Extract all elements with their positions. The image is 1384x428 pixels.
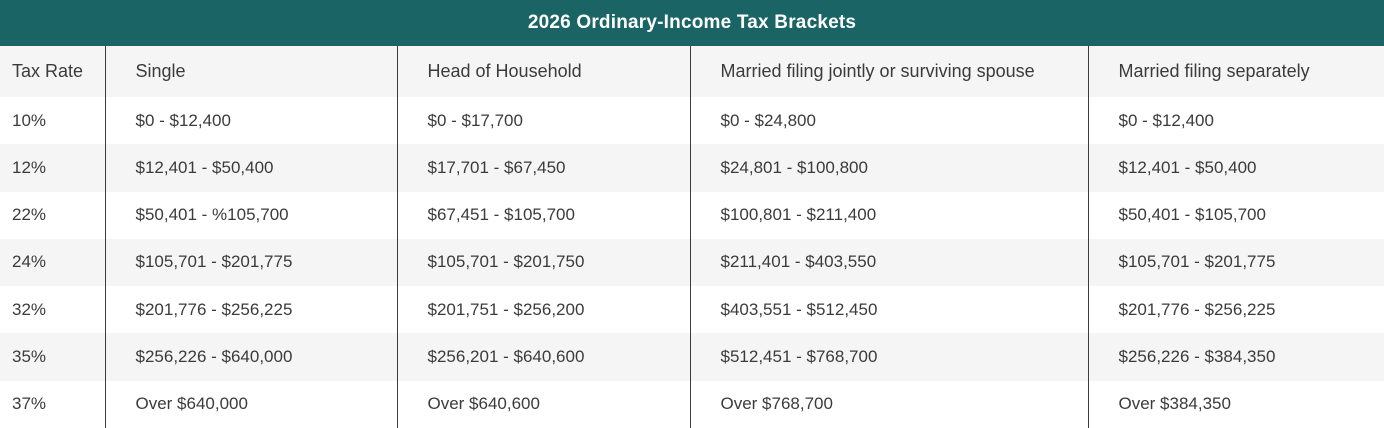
bracket-range-cell: $12,401 - $50,400 — [1087, 144, 1384, 192]
tax-rate-cell: 24% — [12, 252, 47, 272]
tax-rate-cell: 37% — [12, 394, 47, 414]
bracket-range-cell: $256,201 - $640,600 — [396, 333, 690, 381]
bracket-range-cell: $12,401 - $50,400 — [104, 144, 397, 192]
bracket-range-cell: $201,776 - $256,225 — [1087, 286, 1384, 334]
bracket-range-cell: $256,226 - $384,350 — [1087, 333, 1384, 381]
table-row-10: 10% $0 - $12,400 $0 - $17,700 $0 - $24,800 $… — [0, 97, 1384, 145]
table-row-35: 35% $256,226 - $640,000 $256,201 - $640,60… — [0, 333, 1384, 381]
bracket-range-cell: $0 - $17,700 — [396, 97, 690, 145]
tax-rate-cell: 35% — [12, 347, 47, 367]
bracket-range-cell: $0 - $24,800 — [689, 97, 1088, 145]
column-header-married-filing-separately: Married filing separately — [1087, 46, 1384, 97]
column-header-single: Single — [104, 46, 397, 97]
bracket-range-cell: $512,451 - $768,700 — [689, 333, 1088, 381]
table-row-32: 32% $201,776 - $256,225 $201,751 - $256,20… — [0, 286, 1384, 334]
column-header-married-filing-jointly-or-surviving-spouse: Married filing jointly or surviving spou… — [689, 46, 1088, 97]
bracket-range-cell: $0 - $12,400 — [104, 97, 397, 145]
bracket-range-cell: Over $640,600 — [396, 380, 690, 428]
tax-rate-cell: 10% — [12, 110, 47, 130]
table-row-22: 22% $50,401 - %105,700 $67,451 - $105,700 $… — [0, 191, 1384, 239]
bracket-range-cell: $211,401 - $403,550 — [689, 238, 1088, 287]
tax-rate-cell: 22% — [12, 205, 47, 225]
column-header-tax-rate: Tax Rate — [12, 61, 84, 81]
bracket-range-cell: $0 - $12,400 — [1087, 97, 1384, 145]
bracket-range-cell: $403,551 - $512,450 — [689, 286, 1088, 334]
bracket-range-cell: $100,801 - $211,400 — [689, 191, 1088, 239]
bracket-range-cell: $17,701 - $67,450 — [396, 144, 690, 192]
bracket-range-cell: $24,801 - $100,800 — [689, 144, 1088, 192]
bracket-range-cell: $201,751 - $256,200 — [396, 286, 690, 334]
bracket-range-cell: $50,401 - $105,700 — [1087, 191, 1384, 239]
tax-rate-cell: 12% — [12, 157, 47, 177]
page-title: 2026 Ordinary-Income Tax Brackets — [527, 12, 857, 33]
tax-brackets-table: Tax Rate Single Head of Household Married f… — [0, 46, 1384, 428]
bracket-range-cell: $105,701 - $201,750 — [396, 238, 690, 287]
bracket-range-cell: $201,776 - $256,225 — [104, 286, 397, 334]
bracket-range-cell: $105,701 - $201,775 — [104, 238, 397, 287]
table-row-12: 12% $12,401 - $50,400 $17,701 - $67,450 $24… — [0, 144, 1384, 192]
bracket-range-cell: $256,226 - $640,000 — [104, 333, 397, 381]
bracket-range-cell: Over $640,000 — [104, 380, 397, 428]
bracket-range-cell: Over $768,700 — [689, 380, 1088, 428]
bracket-range-cell: $50,401 - %105,700 — [104, 191, 397, 239]
bracket-range-cell: Over $384,350 — [1087, 380, 1384, 428]
column-header-head-of-household: Head of Household — [396, 46, 690, 97]
table-row-24: 24% $105,701 - $201,775 $105,701 - $201,75… — [0, 238, 1384, 287]
header-row: Tax Rate Single Head of Household Married f… — [0, 46, 1384, 97]
tax-rate-cell: 32% — [12, 299, 47, 319]
table-row-37: 37% Over $640,000 Over $640,600 Over $768,7… — [0, 380, 1384, 428]
table-header: Tax Rate Single Head of Household Married f… — [0, 46, 1384, 97]
table-title-bar: 2026 Ordinary-Income Tax Brackets — [0, 0, 1384, 46]
bracket-range-cell: $105,701 - $201,775 — [1087, 238, 1384, 287]
bracket-range-cell: $67,451 - $105,700 — [396, 191, 690, 239]
table-body: 10% $0 - $12,400 $0 - $17,700 $0 - $24,800 $… — [0, 97, 1384, 428]
